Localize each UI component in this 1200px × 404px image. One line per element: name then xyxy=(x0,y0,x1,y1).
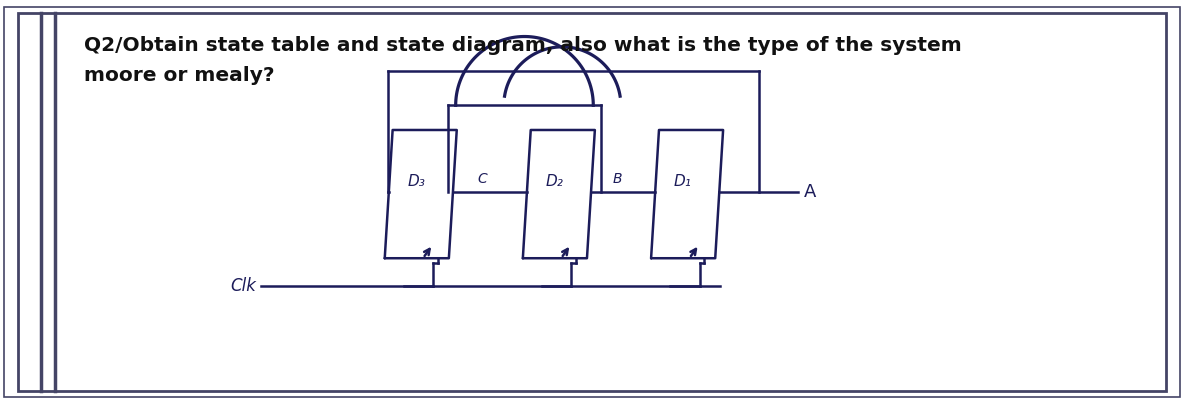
Text: D₁: D₁ xyxy=(674,174,691,189)
Text: Q2/Obtain state table and state diagram, also what is the type of the system: Q2/Obtain state table and state diagram,… xyxy=(84,36,961,55)
Text: D₃: D₃ xyxy=(408,174,425,189)
Text: Clk: Clk xyxy=(230,277,257,295)
Text: moore or mealy?: moore or mealy? xyxy=(84,66,275,85)
Text: D₂: D₂ xyxy=(546,174,564,189)
Text: A: A xyxy=(804,183,816,200)
Text: B: B xyxy=(612,172,622,185)
Text: C: C xyxy=(478,172,487,185)
